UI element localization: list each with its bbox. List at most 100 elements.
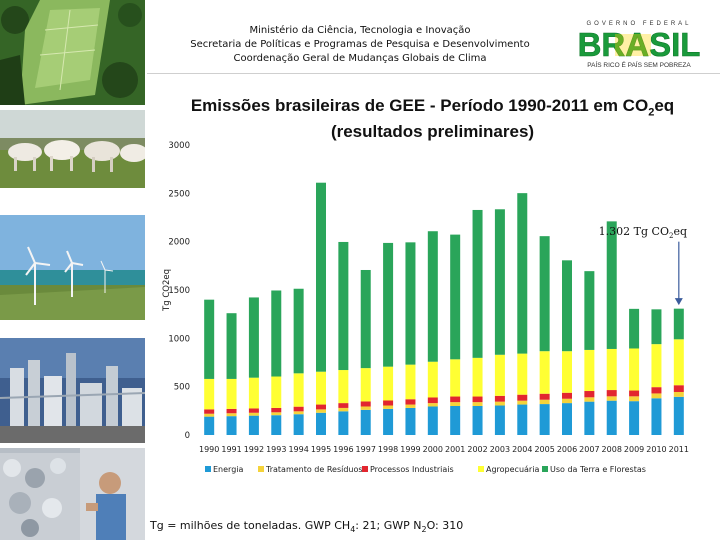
x-tick-label: 1991 (221, 445, 241, 454)
bar-segment (494, 354, 505, 396)
chart-title: Emissões brasileiras de GEE - Período 19… (160, 96, 705, 142)
bar-segment (405, 364, 416, 400)
x-tick-label: 2009 (624, 445, 644, 454)
wind-turbines-photo (0, 215, 145, 320)
bar-segment (606, 400, 617, 435)
bar-segment (360, 269, 371, 369)
bar-segment (629, 396, 640, 402)
y-tick-label: 1000 (168, 334, 190, 344)
ministry-header: Ministério da Ciência, Tecnologia e Inov… (160, 24, 560, 66)
bar-segment (248, 408, 259, 413)
legend-swatch (362, 466, 368, 472)
bar-segment (248, 297, 259, 378)
bar-segment (405, 399, 416, 405)
bar-segment (472, 357, 483, 397)
bar-segment (316, 409, 326, 413)
x-tick-label: 2005 (534, 445, 554, 454)
bar-segment (450, 402, 461, 406)
bar-segment (629, 390, 640, 397)
legend-label: Uso da Terra e Florestas (550, 465, 646, 474)
bar-segment (293, 373, 304, 407)
bar-segment (517, 400, 528, 405)
bar-segment (383, 400, 394, 406)
bar-segment (584, 271, 595, 350)
legend-swatch (542, 466, 548, 472)
bar-segment (293, 406, 304, 412)
bar-segment (226, 416, 237, 435)
bar-segment (562, 260, 572, 352)
bar-segment (517, 193, 528, 354)
bar-segment (338, 411, 349, 435)
annotation-arrow-head (674, 298, 683, 306)
bar-segment (651, 387, 662, 394)
bar-segment (383, 366, 394, 401)
bar-segment (494, 395, 505, 402)
x-tick-label: 2000 (423, 445, 443, 454)
bar-segment (204, 299, 215, 379)
bar-segment (450, 234, 461, 360)
bar-segment (248, 412, 259, 416)
emissions-chart: 0 500 1000 1500 2000 2500 3000 Tg CO2eq 1990 1991… (162, 141, 689, 474)
x-tick-label: 2003 (490, 445, 510, 454)
chart-title-line1-suffix: eq (654, 96, 675, 115)
x-tick-label: 1990 (199, 445, 219, 454)
bar-segment (427, 397, 438, 404)
bar-segment (606, 348, 617, 391)
chart-title-line1-prefix: Emissões brasileiras de GEE - Período 19… (190, 96, 649, 115)
cattle-photo (0, 110, 145, 188)
bar-segment (629, 308, 640, 349)
x-tick-label: 1996 (333, 445, 353, 454)
bar-segment (584, 401, 595, 435)
bar-segment (338, 241, 349, 371)
x-tick-label: 1993 (266, 445, 286, 454)
bar-segment (405, 242, 416, 365)
bar-segment (673, 396, 684, 435)
legend-swatch (258, 466, 264, 472)
bar-segment (472, 209, 483, 358)
bar-segment (226, 408, 237, 414)
bar-segment (562, 398, 572, 404)
legend-swatch (205, 466, 211, 472)
y-tick-label: 500 (174, 383, 190, 393)
bar-segment (271, 290, 282, 377)
bar-segment (517, 394, 528, 401)
bar-segment (562, 392, 572, 399)
legend-label: Energia (213, 465, 243, 474)
footnote: Tg = milhões de toneladas. GWP CH4: 21; … (150, 519, 463, 534)
bar-segment (360, 406, 371, 410)
bar-segment (360, 409, 371, 435)
bar-segment (360, 401, 371, 407)
bar-segment (673, 308, 684, 340)
bar-segment (494, 209, 505, 355)
bar-segment (383, 405, 394, 409)
footnote-sub2: 2 (421, 525, 427, 535)
bar-segment (562, 351, 572, 393)
bar-segment (226, 313, 237, 379)
bar-segment (562, 403, 572, 435)
photo-strip (0, 0, 145, 540)
legend-swatch (478, 466, 484, 472)
bar-segment (204, 413, 215, 417)
annotation-label: 1.302 Tg CO2eq (599, 225, 687, 240)
x-tick-label: 2004 (512, 445, 532, 454)
chart-title-line1-sub: 2 (648, 106, 655, 119)
bar-segment (316, 412, 326, 435)
bar-segment (248, 377, 259, 409)
footnote-part1: Tg = milhões de toneladas. GWP CH (150, 519, 351, 532)
bar-segment (338, 403, 349, 408)
bar-segment (271, 407, 282, 413)
bar-segment (293, 411, 304, 415)
bar-segment (472, 406, 483, 435)
bar-segment (427, 231, 438, 362)
bar-segment (316, 371, 326, 405)
bar-segment (204, 416, 215, 435)
bar-segment (651, 398, 662, 435)
bar-segment (539, 236, 550, 352)
bar-segment (383, 408, 394, 435)
bar-segment (427, 403, 438, 407)
bar-segment (584, 397, 595, 402)
bar-segment (517, 353, 528, 395)
x-tick-label: 2002 (467, 445, 487, 454)
bar-segment (584, 349, 595, 392)
bar-segment (539, 351, 550, 394)
